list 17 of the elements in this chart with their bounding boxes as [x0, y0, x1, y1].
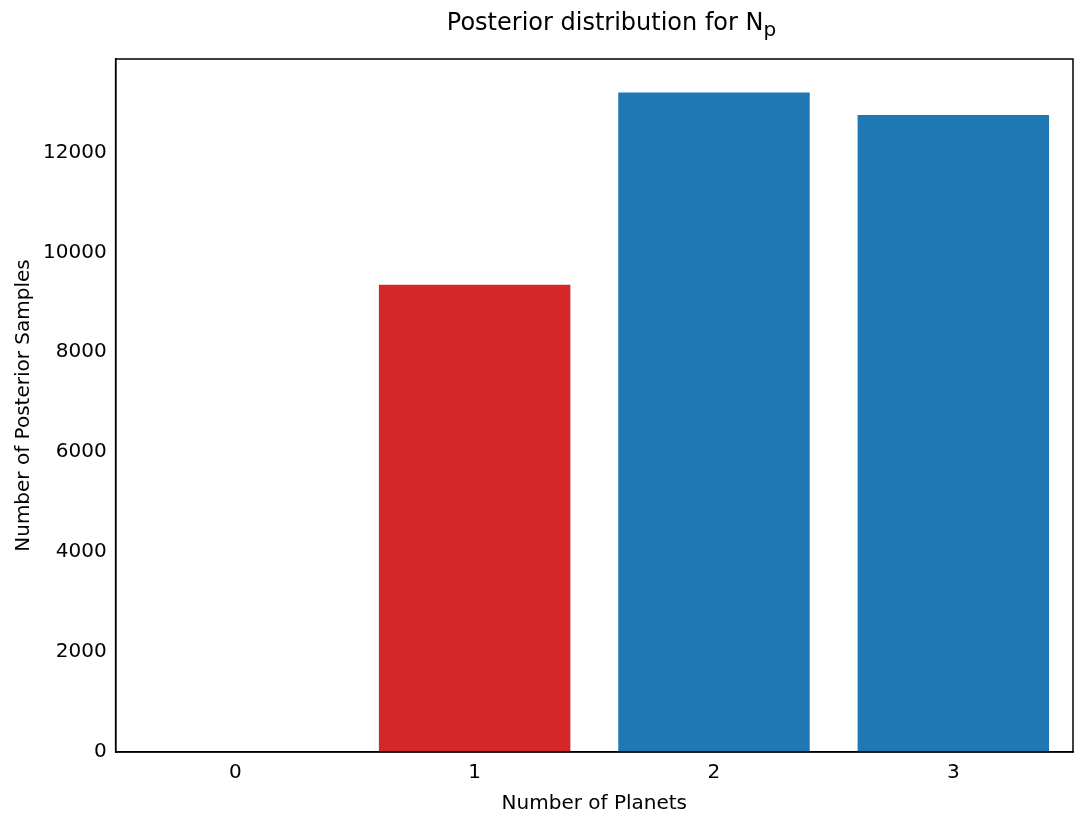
x-tick-label: 1: [468, 759, 482, 784]
bar: [857, 114, 1050, 752]
x-tick-label: 0: [228, 759, 242, 784]
y-axis-title: Number of Posterior Samples: [10, 259, 35, 552]
bar: [618, 92, 810, 752]
y-tick-label: 6000: [55, 438, 107, 463]
y-tick-label: 2000: [55, 638, 107, 663]
y-tick-label: 10000: [43, 238, 107, 263]
x-tick-label: 2: [707, 759, 721, 784]
bar: [378, 284, 571, 752]
y-tick-label: 8000: [55, 338, 107, 363]
y-tick-label: 0: [93, 738, 107, 763]
y-tick-label: 12000: [43, 138, 107, 163]
y-tick-label: 4000: [55, 538, 107, 563]
x-tick-label: 3: [946, 759, 960, 784]
chart-title: Posterior distribution for N$_{p}$: [445, 8, 778, 43]
x-axis-title: Number of Planets: [501, 790, 688, 815]
